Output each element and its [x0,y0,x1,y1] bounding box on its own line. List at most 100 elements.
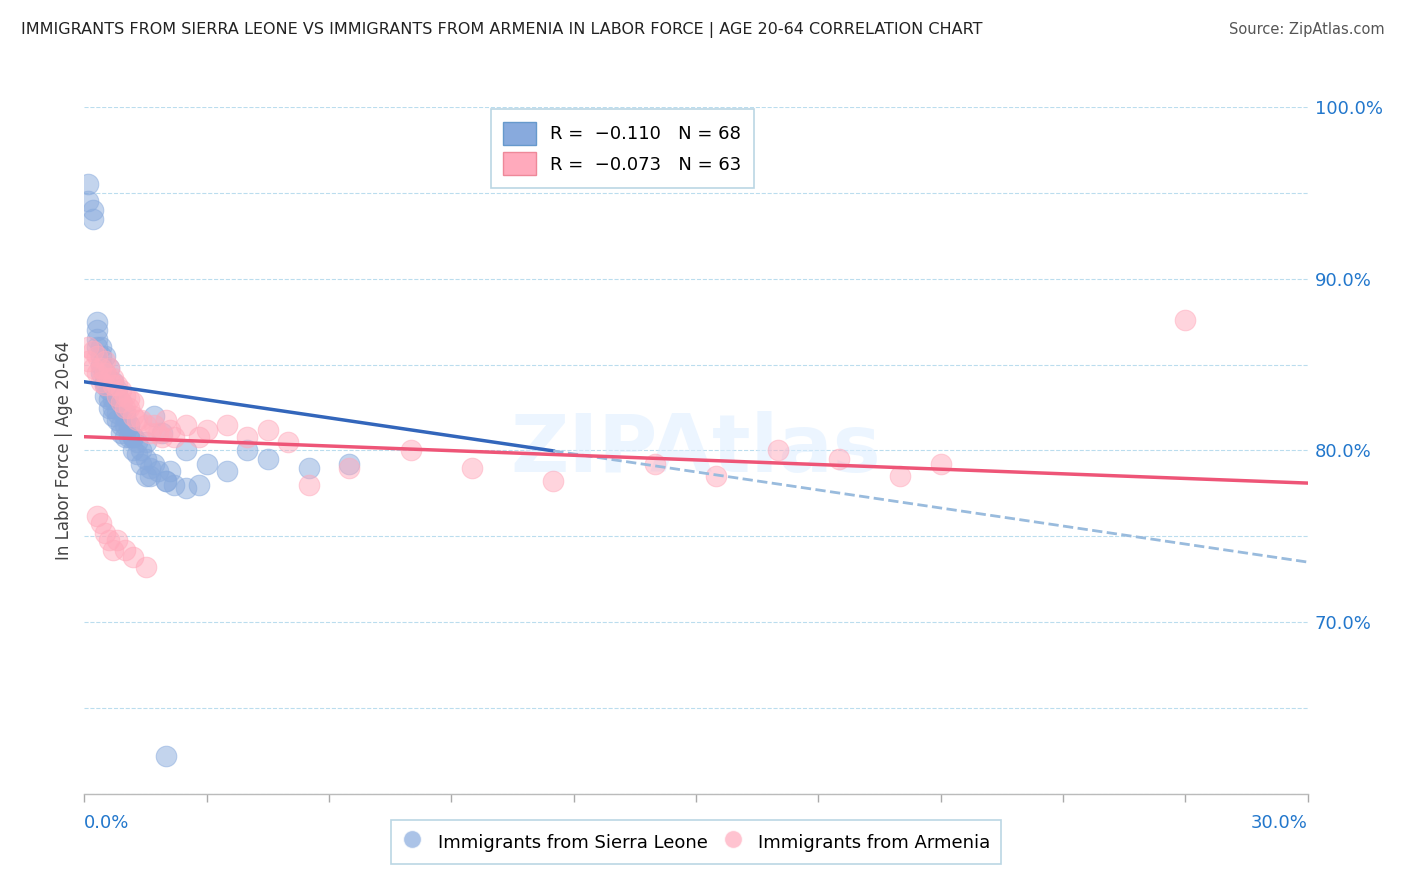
Point [135,434,157,449]
Point [217,464,239,478]
Point [93,388,115,402]
Point [90,340,112,354]
Point [155,749,177,764]
Point [135,560,157,574]
Point [704,469,728,483]
Point [138,469,160,483]
Point [97,392,120,406]
Point [114,543,136,558]
Point [101,371,124,385]
Point [101,409,124,424]
Point [174,443,197,458]
Text: ZIPAtlas: ZIPAtlas [510,411,882,490]
Point [195,457,218,471]
Point [90,366,112,380]
Point [217,417,239,432]
Point [298,477,321,491]
Point [146,464,169,478]
Point [135,452,157,467]
Point [82,202,104,217]
Point [90,361,112,376]
Point [97,361,120,376]
Point [114,417,136,432]
Point [277,434,299,449]
Point [110,395,132,409]
Point [93,366,115,380]
Point [159,464,181,478]
Point [93,349,115,363]
Point [118,392,141,406]
Text: 0.0%: 0.0% [84,814,129,832]
Point [195,423,218,437]
Point [766,443,789,458]
Point [86,349,108,363]
Point [122,409,145,424]
Text: 30.0%: 30.0% [1251,814,1308,832]
Point [131,457,153,471]
Point [236,443,259,458]
Point [110,426,132,441]
Point [118,430,141,444]
Point [93,378,115,392]
Point [97,384,120,398]
Point [86,323,108,337]
Point [101,401,124,415]
Point [174,481,197,495]
Point [86,332,108,346]
Point [155,475,177,489]
Point [1174,313,1197,327]
Point [118,417,141,432]
Point [90,349,112,363]
Point [929,457,952,471]
Point [257,452,280,467]
Point [187,430,209,444]
Point [146,426,169,441]
Point [90,516,112,530]
Point [339,460,360,475]
Point [77,354,100,368]
Point [142,409,165,424]
Legend: Immigrants from Sierra Leone, Immigrants from Armenia: Immigrants from Sierra Leone, Immigrants… [391,820,1001,863]
Point [187,477,209,491]
Point [86,508,108,523]
Point [82,361,104,376]
Text: IMMIGRANTS FROM SIERRA LEONE VS IMMIGRANTS FROM ARMENIA IN LABOR FORCE | AGE 20-: IMMIGRANTS FROM SIERRA LEONE VS IMMIGRAN… [21,22,983,38]
Point [127,447,149,461]
Point [644,457,666,471]
Point [93,525,115,540]
Point [131,412,153,426]
Point [82,343,104,358]
Point [82,211,104,226]
Point [77,178,100,192]
Point [118,401,141,415]
Point [93,378,115,392]
Point [155,475,177,489]
Point [86,340,108,354]
Point [101,378,124,392]
Point [114,430,136,444]
Point [150,426,173,441]
Point [105,384,128,398]
Point [543,475,565,489]
Point [110,417,132,432]
Point [114,409,136,424]
Point [122,395,145,409]
Point [142,457,165,471]
Point [118,417,141,432]
Y-axis label: In Labor Force | Age 20-64: In Labor Force | Age 20-64 [55,341,73,560]
Point [298,460,321,475]
Point [97,371,120,385]
Point [138,426,160,441]
Point [163,430,186,444]
Point [93,375,115,389]
Point [86,366,108,380]
Point [97,361,120,376]
Point [105,378,128,392]
Point [236,430,259,444]
Point [142,417,165,432]
Point [399,443,422,458]
Point [155,412,177,426]
Point [101,543,124,558]
Point [131,443,153,458]
Point [86,315,108,329]
